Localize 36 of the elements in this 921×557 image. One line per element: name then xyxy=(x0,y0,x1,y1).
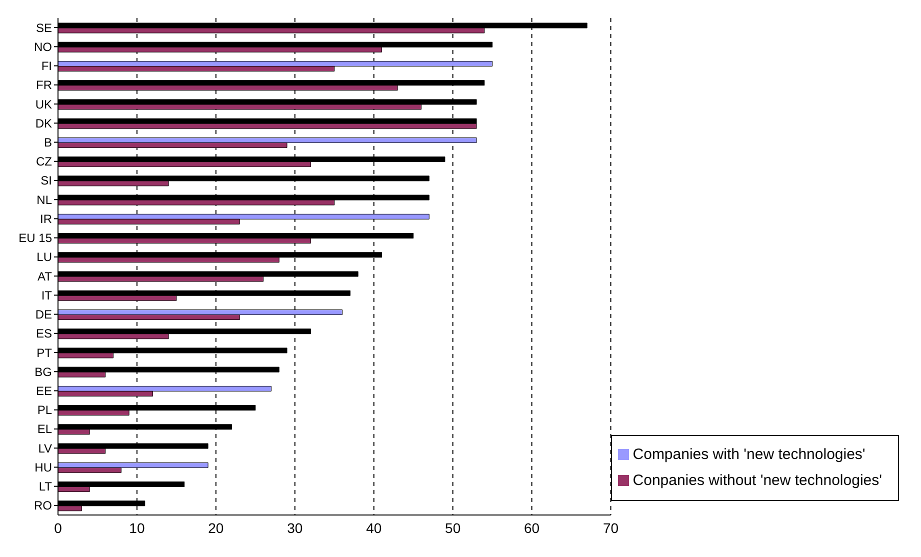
y-tick-label: IR xyxy=(40,212,52,226)
y-tick-label: LV xyxy=(38,441,52,456)
y-tick-label: FI xyxy=(41,59,52,74)
x-tick-label: 0 xyxy=(54,520,62,536)
y-tick-label: UK xyxy=(35,97,52,112)
y-tick-label: EL xyxy=(37,422,52,436)
y-tick-label: IT xyxy=(41,288,53,302)
y-tick-label: PL xyxy=(37,403,52,418)
y-tick-label: RO xyxy=(34,498,52,513)
y-tick-label: AT xyxy=(38,269,53,284)
legend-label: Conpanies without 'new technologies' xyxy=(632,472,882,489)
y-tick-label: BG xyxy=(34,364,52,379)
x-tick-label: 10 xyxy=(129,520,145,536)
y-tick-label: HU xyxy=(34,460,52,474)
x-tick-label: 50 xyxy=(445,520,461,536)
y-tick-label: LT xyxy=(38,480,53,494)
y-tick-label: SE xyxy=(36,20,52,35)
y-tick-label: ES xyxy=(36,326,52,341)
y-tick-label: PT xyxy=(36,346,53,360)
y-tick-label: FR xyxy=(36,78,52,92)
x-tick-label: 40 xyxy=(366,520,382,536)
y-tick-label: B xyxy=(44,136,52,150)
y-tick-label: NL xyxy=(36,192,52,207)
y-tick-label: DK xyxy=(35,116,52,130)
x-tick-label: 60 xyxy=(524,520,540,536)
y-tick-label: EU 15 xyxy=(18,231,52,246)
y-tick-label: EE xyxy=(36,384,52,398)
legend-label: Companies with 'new technologies' xyxy=(632,446,866,463)
y-tick-label: NO xyxy=(34,40,52,54)
x-tick-label: 20 xyxy=(208,520,224,536)
y-tick-label: CZ xyxy=(36,154,52,169)
y-tick-label: DE xyxy=(35,308,52,322)
y-tick-label: SI xyxy=(40,174,52,188)
x-tick-label: 70 xyxy=(602,520,619,536)
x-tick-label: 30 xyxy=(287,520,303,536)
y-tick-label: LU xyxy=(36,250,52,264)
